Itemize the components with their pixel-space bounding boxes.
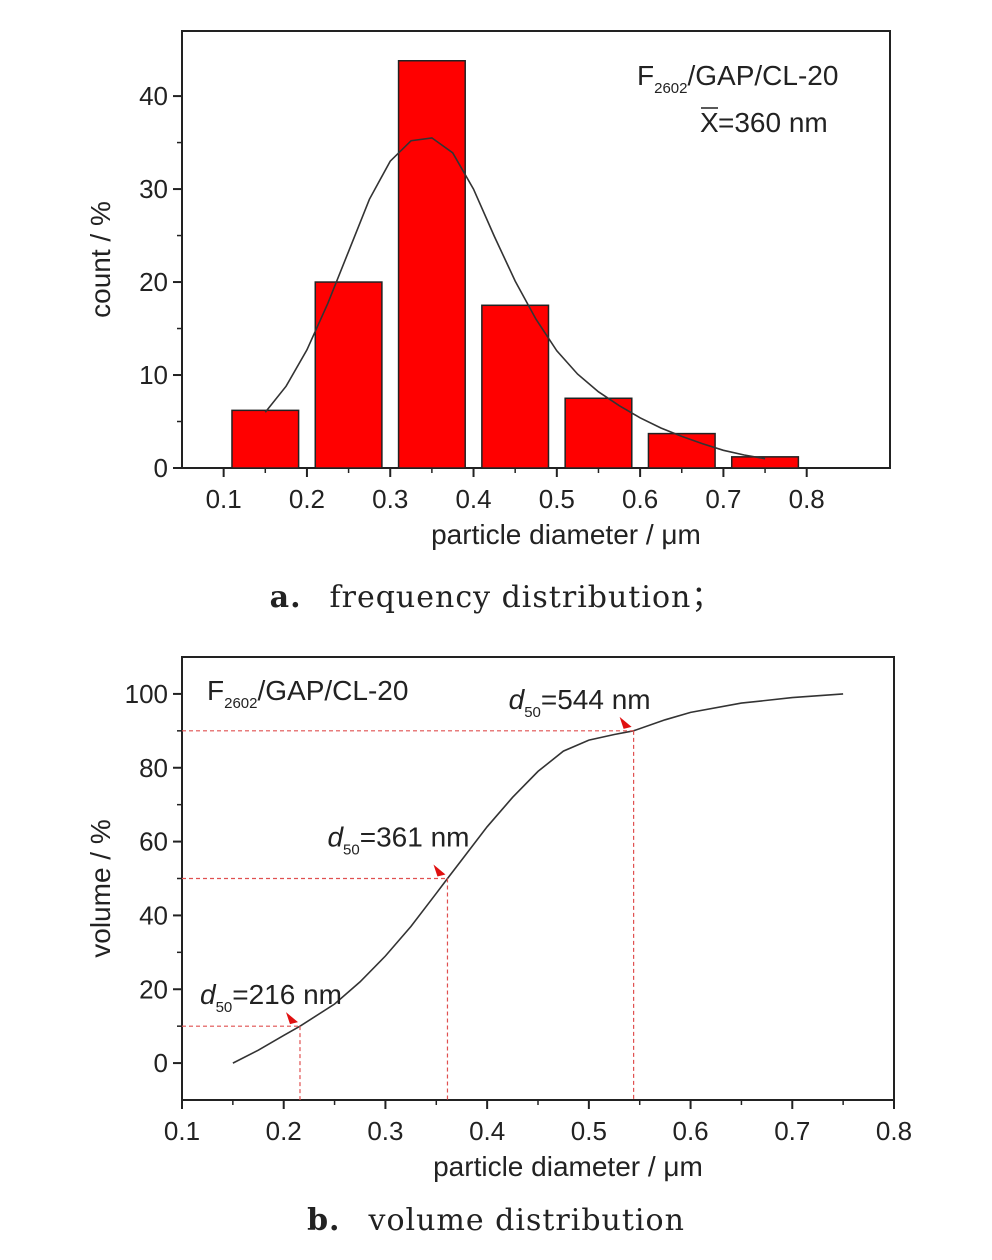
formula-rest-0: /GAP/CL-20 (687, 60, 838, 91)
x-axis-label-0: particle diameter / μm (431, 519, 701, 550)
marker-label-sub-1: 50 (343, 842, 360, 859)
formula-sub-0: 2602 (654, 80, 687, 97)
x-tick-label-1-3: 0.4 (469, 1116, 505, 1146)
marker-label-d-0: d (200, 979, 217, 1010)
bar-5 (647, 432, 716, 469)
marker-label-sub-0: 50 (216, 999, 233, 1016)
bar-2 (397, 60, 466, 469)
y-tick-label-1-1: 20 (139, 974, 168, 1004)
marker-label-1: d50=361 nm (327, 822, 469, 859)
formula-rest-1: /GAP/CL-20 (257, 675, 408, 706)
bar-0 (231, 409, 300, 469)
y-tick-label-1-0: 0 (154, 1048, 168, 1078)
y-tick-label-0-1: 10 (139, 360, 168, 390)
bar-6 (730, 456, 800, 469)
x-tick-label-1-6: 0.7 (774, 1116, 810, 1146)
y-tick-label-0-0: 0 (154, 453, 168, 483)
mean-value-label: =360 nm (718, 107, 828, 138)
marker-label-sub-2: 50 (524, 704, 541, 721)
bar-4 (564, 397, 633, 469)
formula-label-1: F2602/GAP/CL-20 (207, 675, 408, 712)
x-tick-label-1-7: 0.8 (876, 1116, 912, 1146)
bars-group (231, 60, 800, 469)
y-tick-label-0-2: 20 (139, 267, 168, 297)
x-tick-label-1-0: 0.1 (164, 1116, 200, 1146)
x-tick-label-0-4: 0.5 (539, 484, 575, 514)
x-axis-label-1: particle diameter / μm (433, 1151, 703, 1182)
marker-label-d-2: d (509, 684, 526, 715)
bar-3 (481, 304, 550, 469)
caption-b-letter: b. (307, 1203, 341, 1238)
marker-label-rest-1: =361 nm (360, 822, 470, 853)
marker-arrow-0 (285, 1012, 298, 1025)
x-tick-label-0-2: 0.3 (372, 484, 408, 514)
mean-symbol: X (700, 107, 719, 138)
x-tick-label-1-4: 0.5 (571, 1116, 607, 1146)
marker-label-2: d50=544 nm (509, 684, 651, 721)
caption-a-letter: a. (269, 580, 302, 615)
y-axis-label-1: volume / % (85, 819, 116, 958)
x-tick-label-0-0: 0.1 (206, 484, 242, 514)
y-tick-label-0-3: 30 (139, 174, 168, 204)
marker-label-d-1: d (327, 822, 344, 853)
x-tick-label-0-3: 0.4 (455, 484, 491, 514)
caption-a-text: frequency distribution； (329, 580, 723, 615)
x-tick-label-1-5: 0.6 (672, 1116, 708, 1146)
marker-arrow-1 (433, 864, 446, 877)
x-tick-label-0-7: 0.8 (789, 484, 825, 514)
y-tick-label-1-4: 80 (139, 753, 168, 783)
caption-b: b. volume distribution (0, 1203, 992, 1238)
formula-sub-1: 2602 (224, 695, 257, 712)
formula-main-1: F (207, 675, 224, 706)
x-tick-label-0-6: 0.7 (705, 484, 741, 514)
y-tick-label-1-5: 100 (125, 679, 168, 709)
x-tick-label-1-2: 0.3 (367, 1116, 403, 1146)
y-tick-label-0-4: 40 (139, 81, 168, 111)
volume-curve (232, 693, 844, 1064)
x-tick-label-1-1: 0.2 (266, 1116, 302, 1146)
marker-label-rest-2: =544 nm (541, 684, 651, 715)
formula-label-0: F2602/GAP/CL-20 (637, 60, 838, 97)
marker-label-0: d50=216 nm (200, 979, 342, 1016)
fit-curve (264, 137, 766, 460)
marker-label-rest-0: =216 nm (232, 979, 342, 1010)
caption-b-text: volume distribution (368, 1203, 685, 1238)
y-tick-label-1-3: 60 (139, 827, 168, 857)
caption-a: a. frequency distribution； (0, 572, 992, 616)
bar-1 (314, 281, 383, 469)
formula-main-0: F (637, 60, 654, 91)
x-tick-label-0-1: 0.2 (289, 484, 325, 514)
y-axis-label-0: count / % (85, 201, 116, 318)
marker-arrow-2 (619, 716, 632, 729)
y-tick-label-1-2: 40 (139, 900, 168, 930)
x-tick-label-0-5: 0.6 (622, 484, 658, 514)
